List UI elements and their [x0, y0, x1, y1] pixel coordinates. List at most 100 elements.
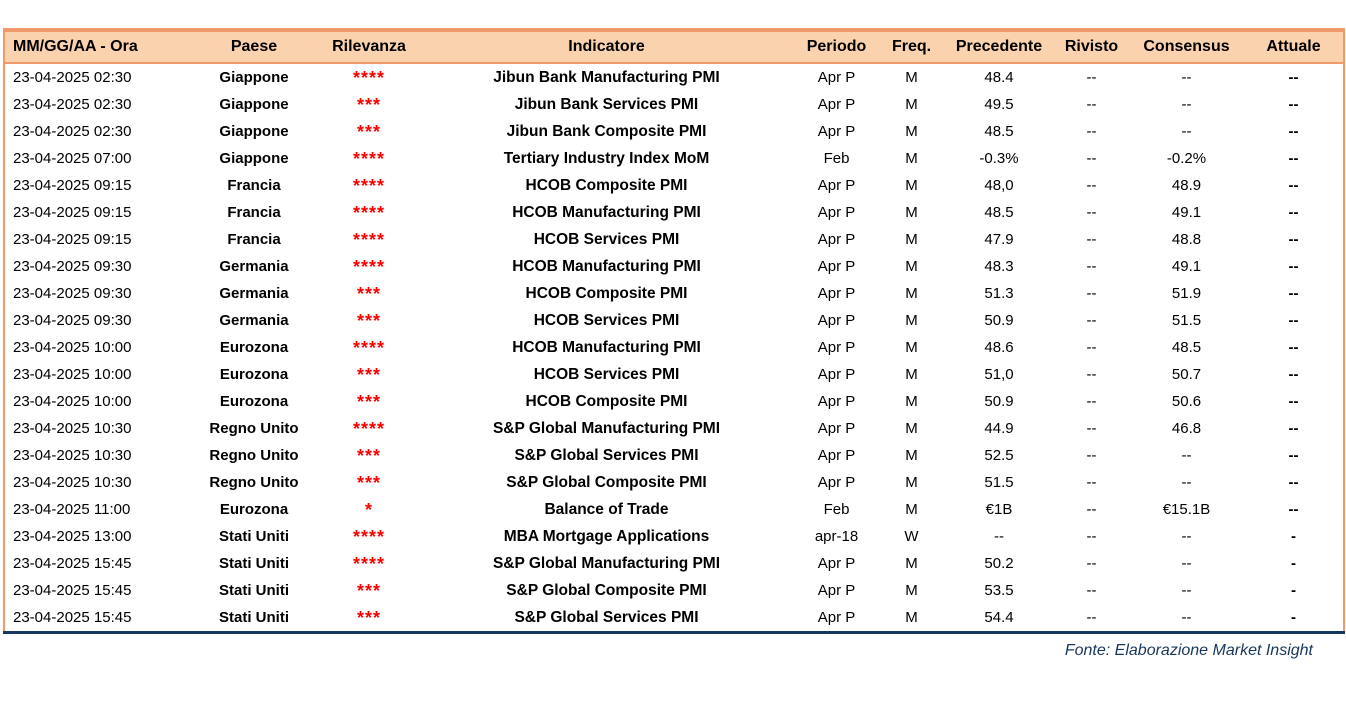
country-cell: Regno Unito	[209, 447, 299, 464]
frequency-cell: M	[905, 447, 918, 464]
indicator-cell: HCOB Services PMI	[533, 365, 680, 383]
table-row: 23-04-2025 09:15 Francia **** HCOB Services…	[4, 226, 1344, 253]
header-previous: Precedente	[944, 30, 1054, 64]
country-cell: Eurozona	[219, 339, 289, 356]
country-cell: Eurozona	[219, 366, 289, 383]
relevance-stars: ***	[356, 94, 381, 115]
table-row: 23-04-2025 10:00 Eurozona *** HCOB Services…	[4, 361, 1344, 388]
relevance-stars: ****	[352, 67, 386, 88]
table-row: 23-04-2025 10:30 Regno Unito *** S&P Global…	[4, 469, 1344, 496]
relevance-stars: ***	[356, 445, 381, 466]
previous-cell: --	[994, 528, 1004, 545]
revised-cell: --	[1086, 285, 1097, 302]
relevance-stars: ***	[356, 580, 381, 601]
actual-cell: --	[1288, 177, 1299, 194]
revised-cell: --	[1086, 258, 1097, 275]
period-cell: Apr P	[817, 69, 856, 86]
relevance-stars: ****	[352, 256, 386, 277]
revised-cell: --	[1086, 420, 1097, 437]
previous-cell: 50.9	[984, 393, 1014, 410]
country-cell: Francia	[227, 231, 281, 248]
previous-cell: 44.9	[984, 420, 1014, 437]
header-actual: Attuale	[1244, 30, 1344, 64]
consensus-cell: 48.5	[1171, 339, 1202, 356]
country-cell: Giappone	[219, 69, 289, 86]
consensus-cell: 50.7	[1171, 366, 1202, 383]
consensus-cell: 48.8	[1171, 231, 1202, 248]
date-cell: 23-04-2025 15:45	[13, 582, 132, 599]
relevance-stars: ****	[352, 175, 386, 196]
previous-cell: 51.5	[984, 474, 1014, 491]
period-cell: Apr P	[817, 231, 856, 248]
relevance-stars: ***	[356, 607, 381, 628]
indicator-cell: S&P Global Services PMI	[514, 446, 699, 464]
relevance-stars: ****	[352, 526, 386, 547]
period-cell: Apr P	[817, 123, 856, 140]
period-cell: Apr P	[817, 312, 856, 329]
revised-cell: --	[1086, 231, 1097, 248]
period-cell: Apr P	[817, 555, 856, 572]
country-cell: Francia	[227, 177, 281, 194]
frequency-cell: M	[905, 204, 918, 221]
frequency-cell: M	[905, 150, 918, 167]
period-cell: Apr P	[817, 177, 856, 194]
previous-cell: 50.2	[984, 555, 1014, 572]
actual-cell: -	[1291, 555, 1296, 572]
actual-cell: --	[1288, 447, 1299, 464]
date-cell: 23-04-2025 07:00	[13, 150, 132, 167]
revised-cell: --	[1086, 177, 1097, 194]
frequency-cell: M	[905, 258, 918, 275]
date-cell: 23-04-2025 15:45	[13, 555, 132, 572]
date-cell: 23-04-2025 09:30	[13, 258, 132, 275]
actual-cell: --	[1288, 204, 1299, 221]
period-cell: Apr P	[817, 393, 856, 410]
country-cell: Eurozona	[219, 393, 289, 410]
country-cell: Francia	[227, 204, 281, 221]
table-row: 23-04-2025 15:45 Stati Uniti *** S&P Global…	[4, 604, 1344, 633]
table-row: 23-04-2025 10:00 Eurozona *** HCOB Composit…	[4, 388, 1344, 415]
indicator-cell: Tertiary Industry Index MoM	[503, 149, 710, 167]
frequency-cell: M	[905, 474, 918, 491]
date-cell: 23-04-2025 09:15	[13, 177, 132, 194]
previous-cell: 49.5	[984, 96, 1014, 113]
actual-cell: --	[1288, 258, 1299, 275]
indicator-cell: Jibun Bank Services PMI	[514, 95, 699, 113]
revised-cell: --	[1086, 69, 1097, 86]
date-cell: 23-04-2025 10:00	[13, 366, 132, 383]
date-cell: 23-04-2025 02:30	[13, 123, 132, 140]
table-row: 23-04-2025 09:15 Francia **** HCOB Manufact…	[4, 199, 1344, 226]
date-cell: 23-04-2025 15:45	[13, 609, 132, 626]
table-row: 23-04-2025 09:30 Germania *** HCOB Services…	[4, 307, 1344, 334]
actual-cell: -	[1291, 582, 1296, 599]
date-cell: 23-04-2025 10:30	[13, 420, 132, 437]
relevance-stars: ***	[356, 364, 381, 385]
table-row: 23-04-2025 02:30 Giappone *** Jibun Bank Se…	[4, 91, 1344, 118]
revised-cell: --	[1086, 501, 1097, 518]
frequency-cell: M	[905, 96, 918, 113]
header-country: Paese	[189, 30, 319, 64]
period-cell: Apr P	[817, 366, 856, 383]
period-cell: apr-18	[814, 528, 859, 545]
previous-cell: 51.3	[984, 285, 1014, 302]
actual-cell: --	[1288, 69, 1299, 86]
frequency-cell: M	[905, 582, 918, 599]
date-cell: 23-04-2025 09:15	[13, 204, 132, 221]
actual-cell: --	[1288, 339, 1299, 356]
consensus-cell: --	[1181, 528, 1192, 545]
previous-cell: €1B	[985, 501, 1013, 518]
table-body: 23-04-2025 02:30 Giappone **** Jibun Bank M…	[4, 63, 1344, 633]
actual-cell: --	[1288, 366, 1299, 383]
table-row: 23-04-2025 09:30 Germania **** HCOB Manufac…	[4, 253, 1344, 280]
relevance-stars: ***	[356, 310, 381, 331]
indicator-cell: HCOB Manufacturing PMI	[512, 203, 701, 221]
previous-cell: 53.5	[984, 582, 1014, 599]
revised-cell: --	[1086, 123, 1097, 140]
country-cell: Germania	[219, 258, 289, 275]
frequency-cell: M	[905, 231, 918, 248]
consensus-cell: 48.9	[1171, 177, 1202, 194]
consensus-cell: -0.2%	[1166, 150, 1207, 167]
indicator-cell: HCOB Composite PMI	[525, 392, 688, 410]
table-row: 23-04-2025 07:00 Giappone **** Tertiary Ind…	[4, 145, 1344, 172]
consensus-cell: 51.9	[1171, 285, 1202, 302]
revised-cell: --	[1086, 339, 1097, 356]
